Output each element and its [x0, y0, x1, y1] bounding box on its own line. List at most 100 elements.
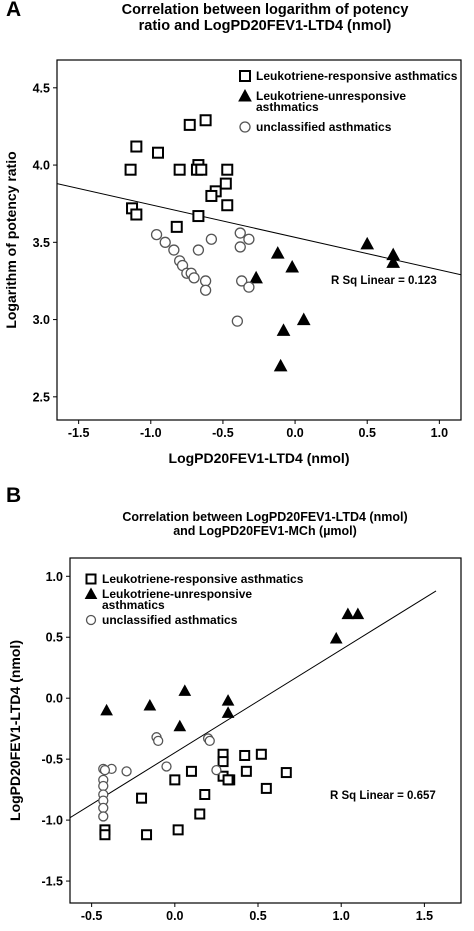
data-point-circle [98, 802, 109, 814]
data-point-square [136, 792, 148, 804]
data-point-circle [188, 272, 200, 284]
data-point-triangle [221, 694, 235, 706]
data-point-circle [85, 614, 97, 626]
x-tick-label: -0.5 [81, 909, 103, 923]
panel-label: B [6, 484, 22, 507]
legend-label: asthmatics [256, 100, 319, 114]
legend: Leukotriene-responsive asthmatics Leukotr… [238, 69, 458, 134]
y-tick-label: -1.0 [41, 814, 63, 828]
x-tick-label: 0.0 [286, 426, 303, 440]
data-point-triangle [173, 719, 187, 732]
legend-label: asthmatics [102, 598, 165, 612]
data-point-circle [199, 284, 212, 296]
data-point-triangle [100, 703, 113, 716]
x-tick-label: 0.5 [249, 909, 266, 923]
data-point-circle [199, 275, 212, 287]
legend-label: Leukotriene-responsive asthmatics [256, 69, 458, 83]
y-tick-label: -0.5 [41, 753, 63, 767]
y-tick-label: 0.5 [46, 631, 63, 645]
data-point-square [130, 140, 143, 153]
data-point-circle [121, 766, 132, 777]
data-point-circle [205, 233, 218, 245]
scatter-plot: -1.5 -1.0 -0.5 0.0 0.5 1.0 2.5 3.0 3.5 4.0 4.5 LogP… [3, 59, 462, 466]
data-point-square [192, 210, 205, 223]
y-axis-label: LogPD20FEV1-LTD4 (nmol) [7, 640, 23, 821]
x-tick-label: 0.5 [359, 426, 376, 440]
data-point-circle [98, 780, 109, 792]
data-point-circle [234, 227, 246, 239]
data-point-square [172, 824, 184, 836]
data-point-square [85, 573, 97, 585]
data-point-square [194, 808, 206, 820]
x-axis-label: LogPD20FEV1-MCh (µmol) [177, 928, 354, 931]
data-point-triangle [351, 607, 365, 620]
data-point-triangle [270, 246, 285, 259]
x-tick-label: 0.0 [166, 909, 183, 923]
y-axis-label: Logarithm of potency ratio [3, 151, 19, 328]
data-point-circle [211, 764, 222, 776]
chart-title: Correlation between LogPD20FEV1-LTD4 (nm… [56, 510, 474, 538]
data-point-circle [161, 761, 172, 772]
panel-b: B Correlation between LogPD20FEV1-LTD4 (… [0, 480, 474, 931]
panel-a: A Correlation between logarithm of poten… [3, 0, 474, 466]
data-point-square [195, 163, 208, 176]
data-point-square [141, 829, 153, 841]
data-point-square [221, 199, 234, 212]
data-point-square [205, 189, 218, 202]
data-point-square [239, 70, 251, 82]
data-point-triangle [329, 631, 343, 644]
legend-label: Leukotriene-responsive asthmatics [102, 572, 304, 586]
data-point-circle [159, 236, 171, 248]
data-point-circle [243, 233, 255, 245]
y-tick-label: 3.0 [33, 313, 50, 327]
r-squared-annotation: R Sq Linear = 0.657 [330, 790, 436, 802]
data-point-circle [192, 244, 205, 256]
chart-title-line: Correlation between logarithm of potency [121, 2, 409, 18]
x-axis-label: LogPD20FEV1-LTD4 (nmol) [169, 450, 350, 466]
data-point-square [221, 163, 234, 176]
chart-title: Correlation between logarithm of potency… [56, 2, 474, 34]
x-tick-label: 1.0 [333, 909, 350, 923]
data-point-circle [239, 121, 251, 133]
y-tick-label: 4.0 [33, 159, 50, 173]
data-point-square [130, 208, 143, 221]
x-tick-label: -1.5 [68, 426, 90, 440]
data-point-circle [150, 228, 163, 241]
data-point-square [199, 114, 212, 127]
x-tick-label: 1.0 [431, 426, 448, 440]
y-tick-label: -1.5 [41, 875, 63, 889]
data-point-square [185, 765, 197, 777]
data-point-square [173, 163, 186, 176]
scatter-plot: -0.5 0.0 0.5 1.0 1.5 -1.5 -1.0 -0.5 0.0 0.5 1.0 Log… [7, 557, 462, 931]
data-point-triangle [360, 236, 375, 250]
data-point-square [217, 756, 229, 768]
data-point-triangle [143, 698, 157, 711]
chart-title-line: ratio and LogPD20FEV1-LTD4 (nmol) [138, 18, 392, 34]
data-point-square [183, 118, 196, 131]
data-point-triangle [273, 358, 288, 372]
data-point-square [99, 829, 111, 841]
data-point-square [239, 749, 251, 761]
plot-frame [69, 557, 462, 904]
data-point-triangle [221, 706, 235, 718]
data-point-triangle [238, 88, 252, 102]
data-point-circle [153, 735, 164, 747]
fit-line [70, 590, 437, 819]
legend-label: unclassified asthmatics [256, 120, 392, 134]
data-point-triangle [341, 607, 355, 620]
data-points [98, 607, 365, 841]
legend-label: Leukotriene-unresponsive [256, 89, 406, 103]
data-point-circle [98, 811, 109, 822]
data-point-triangle [386, 255, 401, 268]
y-tick-label: 3.5 [33, 236, 50, 250]
y-tick-label: 1.0 [46, 570, 63, 584]
data-point-square [255, 748, 267, 760]
legend-label: Leukotriene-unresponsive [102, 587, 252, 601]
data-point-square [219, 177, 232, 190]
data-point-square [170, 220, 183, 233]
data-point-square [222, 774, 234, 786]
data-point-square [169, 774, 181, 786]
chart-title-line: and LogPD20FEV1-MCh (µmol) [173, 524, 357, 538]
data-point-square [280, 767, 292, 779]
data-point-circle [168, 244, 180, 256]
